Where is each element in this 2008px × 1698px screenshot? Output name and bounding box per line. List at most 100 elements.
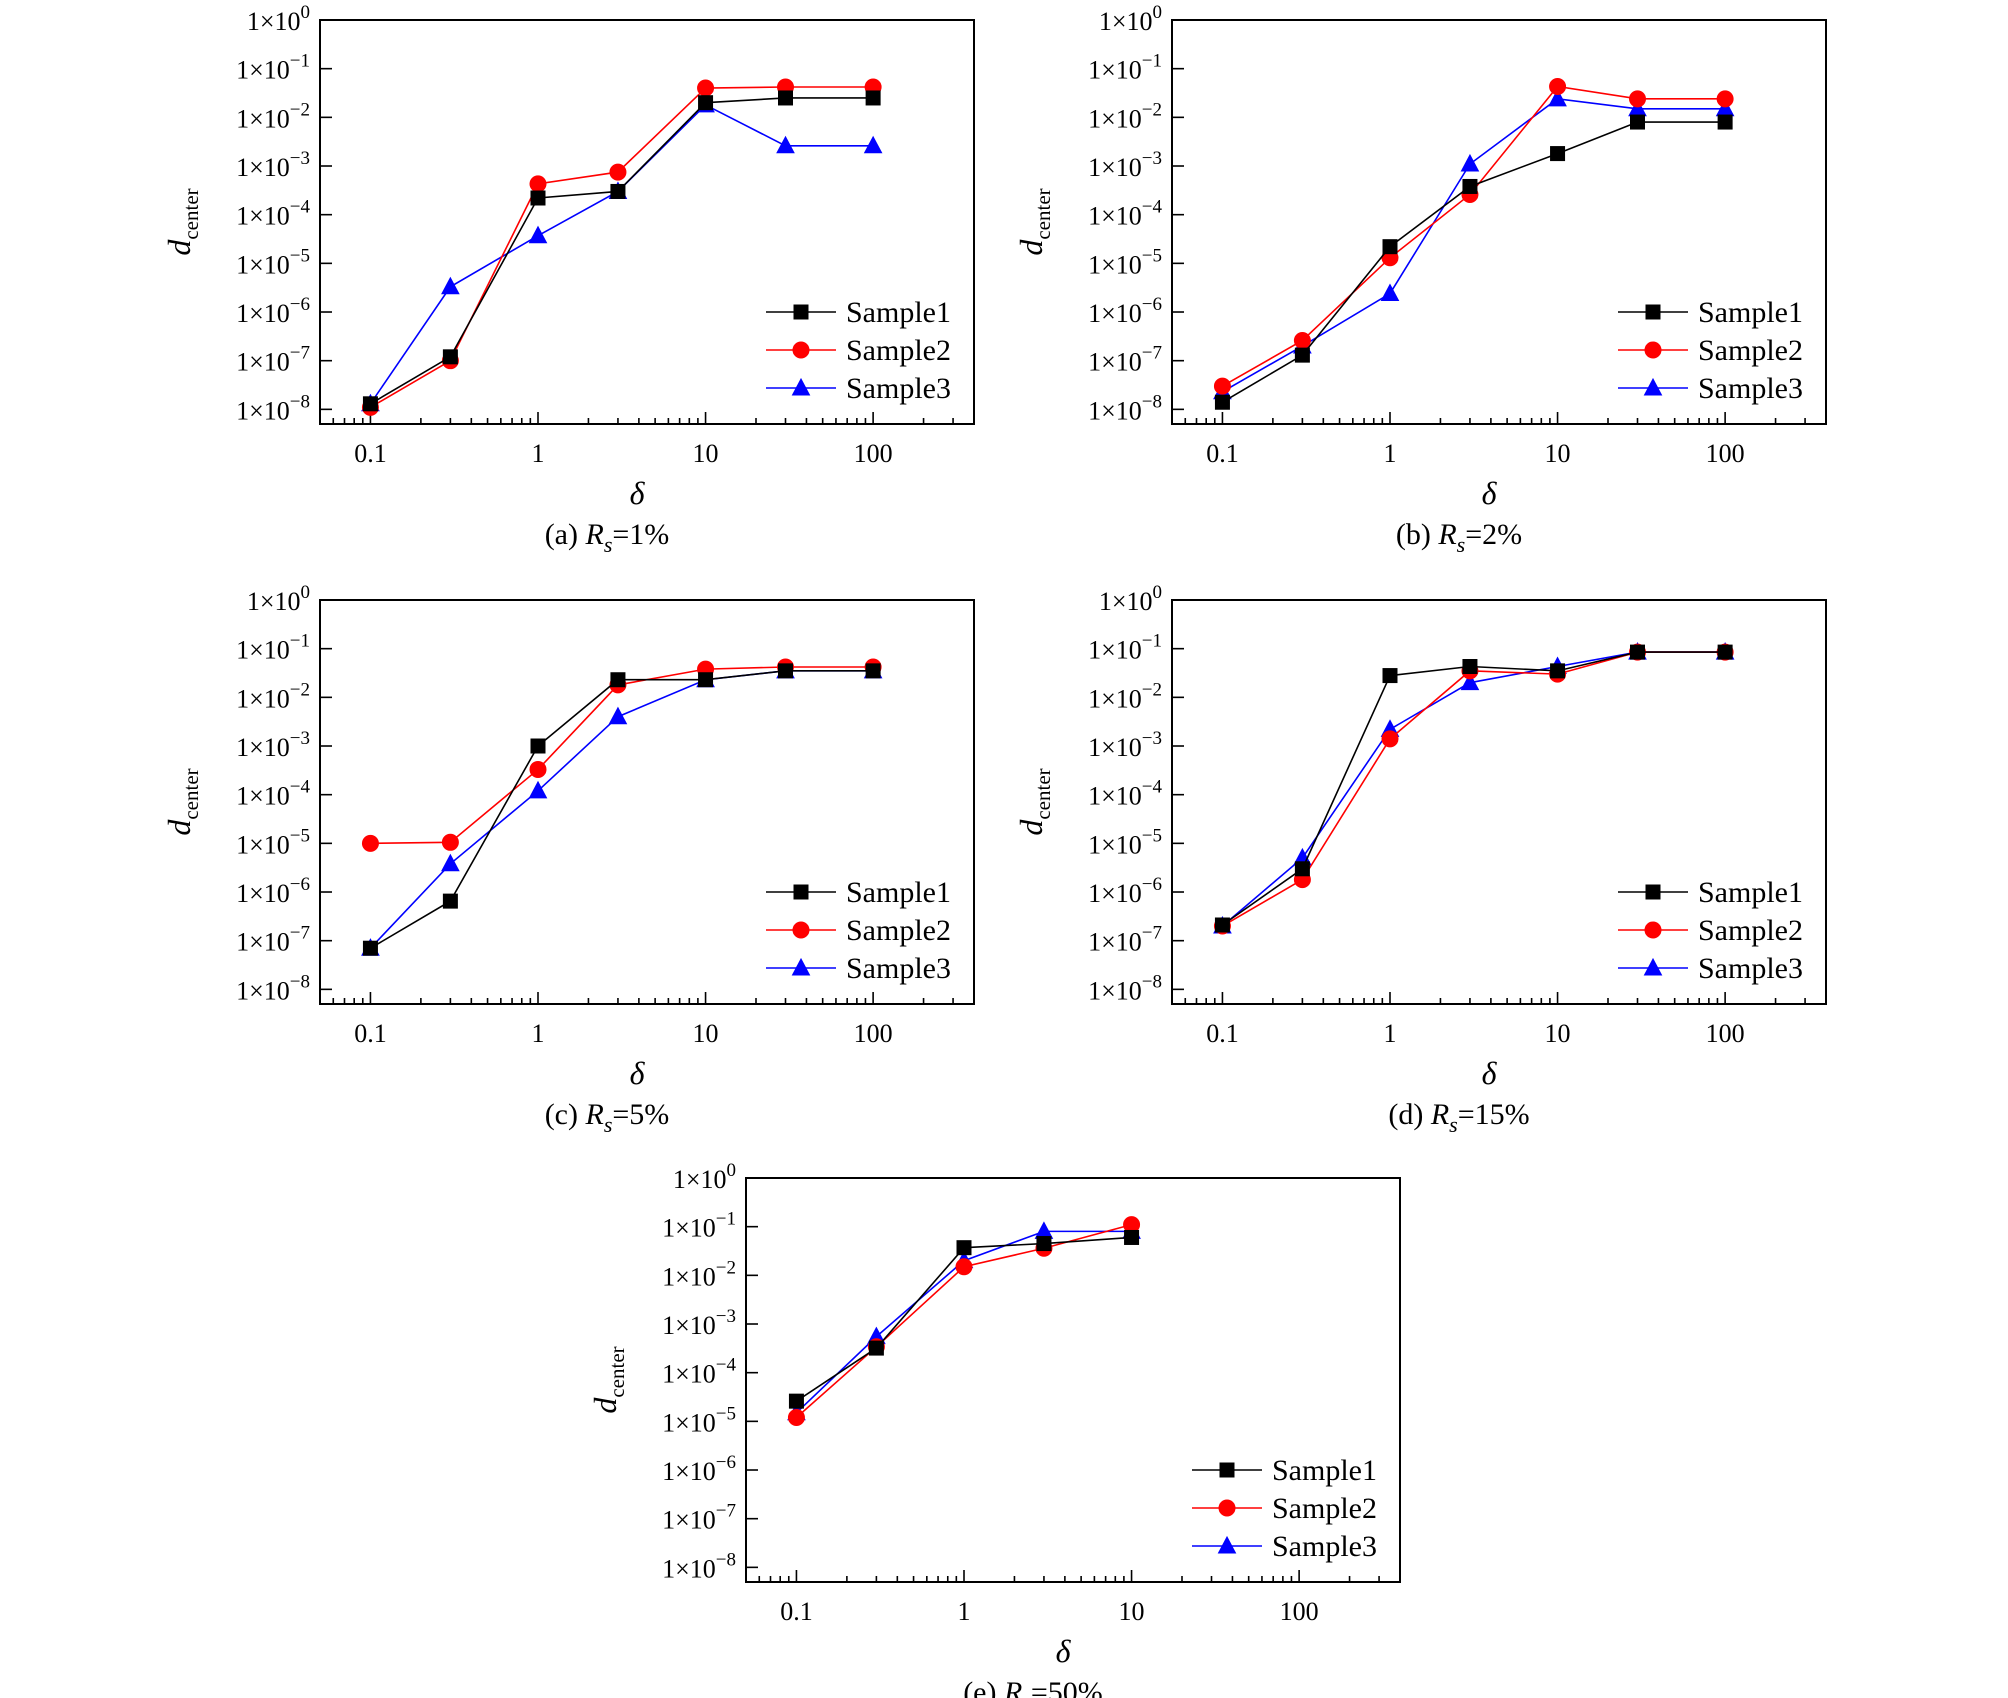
legend-label: Sample2 xyxy=(846,334,951,367)
x-tick-label: 1 xyxy=(958,1597,971,1626)
y-tick-label: 1×10−8 xyxy=(1088,391,1162,425)
y-tick-label: 1×100 xyxy=(247,2,310,36)
data-point xyxy=(865,90,881,106)
legend-marker xyxy=(1218,1499,1236,1517)
legend-marker xyxy=(792,341,810,359)
legend-label: Sample1 xyxy=(846,876,951,909)
legend: Sample1 Sample2 Sample3 xyxy=(766,876,951,985)
data-point xyxy=(1550,663,1566,679)
x-tick-label: 100 xyxy=(1706,439,1745,468)
data-point xyxy=(528,780,548,799)
data-point xyxy=(787,1408,805,1426)
data-point xyxy=(441,833,459,851)
legend-marker xyxy=(1644,921,1662,939)
data-point xyxy=(610,672,626,688)
data-point xyxy=(362,396,378,412)
x-tick-label: 1 xyxy=(1384,439,1397,468)
series-sample1 xyxy=(1214,114,1733,410)
data-point xyxy=(778,663,794,679)
data-point xyxy=(697,79,715,97)
data-point xyxy=(1294,347,1310,363)
data-point xyxy=(1034,1221,1054,1239)
data-point xyxy=(778,90,794,106)
y-tick-label: 1×10−2 xyxy=(236,679,310,713)
y-tick-label: 1×10−3 xyxy=(1088,728,1162,762)
y-tick-label: 1×10−8 xyxy=(1088,971,1162,1005)
data-point xyxy=(530,190,546,206)
plot-frame xyxy=(319,599,975,1005)
y-tick-label: 1×10−6 xyxy=(662,1452,736,1486)
data-point xyxy=(1382,668,1398,684)
legend: Sample1 Sample2 Sample3 xyxy=(1618,876,1803,985)
legend-marker xyxy=(792,921,810,939)
x-tick-label: 10 xyxy=(1119,1597,1145,1626)
legend-label: Sample3 xyxy=(1698,372,1803,405)
data-point xyxy=(788,1393,804,1409)
plot-frame xyxy=(1171,599,1827,1005)
y-axis-label: dcenter xyxy=(587,1346,629,1413)
y-tick-label: 1×100 xyxy=(1099,2,1162,36)
data-point xyxy=(1462,178,1478,194)
y-tick-label: 1×10−6 xyxy=(236,294,310,328)
legend-marker xyxy=(1643,377,1663,396)
legend-marker xyxy=(1643,957,1663,976)
y-tick-label: 1×10−5 xyxy=(236,825,310,859)
y-tick-label: 1×10−4 xyxy=(236,197,310,231)
y-axis-label: dcenter xyxy=(161,768,203,835)
y-tick-label: 1×10−3 xyxy=(662,1306,736,1340)
x-tick-label: 100 xyxy=(1280,1597,1319,1626)
panel-caption: (e) Rs=50% xyxy=(963,1676,1103,1698)
series-sample1 xyxy=(362,663,881,956)
x-axis-label: δ xyxy=(630,1055,646,1091)
y-tick-label: 1×10−6 xyxy=(1088,294,1162,328)
panel-caption: (c) Rs=5% xyxy=(545,1098,670,1137)
data-point xyxy=(1717,644,1733,660)
y-tick-label: 1×10−6 xyxy=(236,874,310,908)
y-tick-label: 1×10−4 xyxy=(236,777,310,811)
legend-marker xyxy=(1645,304,1661,320)
series-line xyxy=(370,666,874,845)
y-tick-label: 1×10−5 xyxy=(236,245,310,279)
data-point xyxy=(442,893,458,909)
legend-label: Sample3 xyxy=(1272,1530,1377,1563)
legend-marker xyxy=(791,377,811,396)
data-point xyxy=(361,834,379,852)
series-sample1 xyxy=(1214,644,1733,933)
y-tick-label: 1×10−1 xyxy=(1088,51,1162,85)
y-tick-label: 1×10−1 xyxy=(662,1209,736,1243)
panel-caption: (d) Rs=15% xyxy=(1388,1098,1529,1137)
data-point xyxy=(1293,331,1311,349)
data-point xyxy=(698,672,714,688)
legend-label: Sample3 xyxy=(1698,952,1803,985)
y-tick-label: 1×10−8 xyxy=(662,1549,736,1583)
x-tick-label: 0.1 xyxy=(1206,1019,1239,1048)
data-point xyxy=(1382,239,1398,255)
x-tick-label: 100 xyxy=(854,439,893,468)
x-tick-label: 10 xyxy=(1545,439,1571,468)
data-point xyxy=(1380,283,1400,302)
panel-caption: (b) Rs=2% xyxy=(1396,518,1522,557)
data-point xyxy=(863,135,883,154)
x-tick-label: 10 xyxy=(1545,1019,1571,1048)
chart-panel-c: 0.1 1 10 100 1×100 1×10−1 1×10−2 1×10−3 1×10−4 1×… xyxy=(161,582,975,1137)
data-point xyxy=(609,163,627,181)
legend-label: Sample3 xyxy=(846,952,951,985)
legend-marker xyxy=(791,957,811,976)
data-point xyxy=(1630,644,1646,660)
data-point xyxy=(1381,730,1399,748)
chart-panel-e: 0.1 1 10 100 1×100 1×10−1 1×10−2 1×10−3 1×10−4 1×… xyxy=(587,1160,1401,1698)
y-tick-label: 1×10−1 xyxy=(236,51,310,85)
data-point xyxy=(1630,114,1646,130)
x-tick-label: 0.1 xyxy=(354,1019,387,1048)
plot-frame xyxy=(1171,19,1827,425)
legend-label: Sample1 xyxy=(846,296,951,329)
legend-marker xyxy=(1217,1535,1237,1554)
y-tick-label: 1×10−7 xyxy=(236,923,310,957)
data-point xyxy=(1462,659,1478,675)
legend-marker xyxy=(793,884,809,900)
series-sample3 xyxy=(361,660,883,956)
y-tick-label: 1×10−3 xyxy=(236,148,310,182)
y-tick-label: 1×10−7 xyxy=(1088,923,1162,957)
legend-marker xyxy=(793,304,809,320)
